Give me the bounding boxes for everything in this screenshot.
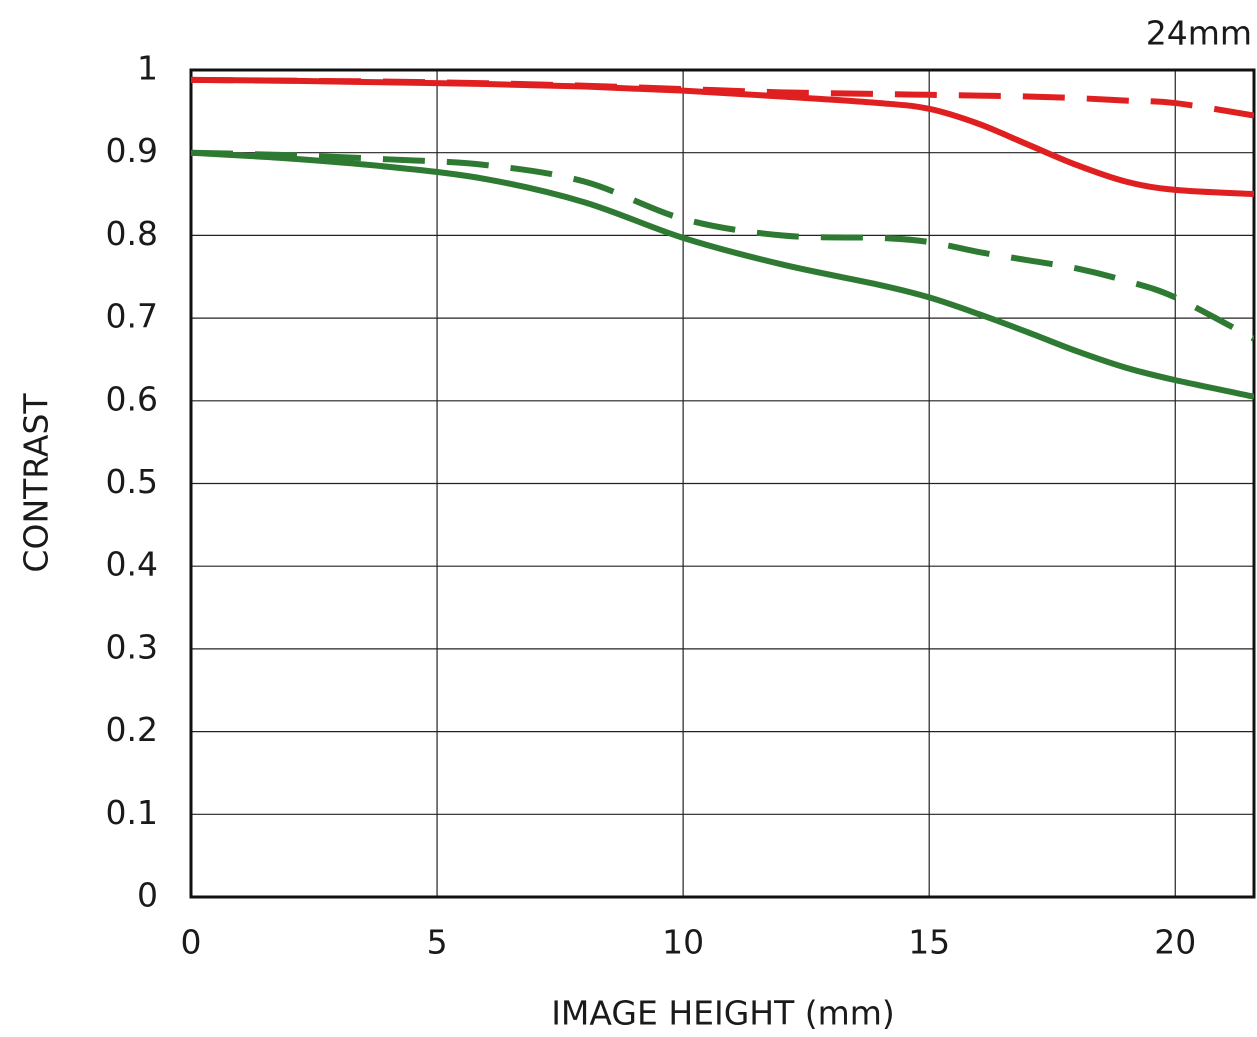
- plot-frame: [189, 68, 1256, 899]
- series-line: [191, 76, 1254, 119]
- y-tick-label: 0.6: [106, 379, 158, 418]
- y-tick-label: 0.9: [106, 131, 158, 170]
- x-axis-label: IMAGE HEIGHT (mm): [551, 994, 895, 1033]
- y-tick-label: 0.7: [106, 297, 158, 336]
- series-line: [191, 149, 1254, 400]
- x-tick-label: 0: [181, 923, 202, 962]
- y-tick-label: 0.8: [106, 214, 158, 253]
- y-tick-label: 0.5: [106, 462, 158, 501]
- x-tick-label: 20: [1154, 923, 1196, 962]
- series-line: [191, 149, 1254, 342]
- x-tick-label: 10: [662, 923, 704, 962]
- x-tick-label: 15: [908, 923, 950, 962]
- annotation: 24mm: [1146, 14, 1252, 53]
- y-tick-label: 0: [137, 876, 158, 915]
- y-tick-label: 0.1: [106, 793, 158, 832]
- y-tick-label: 0.2: [106, 710, 158, 749]
- y-tick-label: 0.4: [106, 545, 158, 584]
- y-tick-label: 1: [137, 49, 158, 88]
- x-tick-label: 5: [427, 923, 448, 962]
- y-axis-label: CONTRAST: [17, 393, 56, 573]
- y-tick-label: 0.3: [106, 627, 158, 666]
